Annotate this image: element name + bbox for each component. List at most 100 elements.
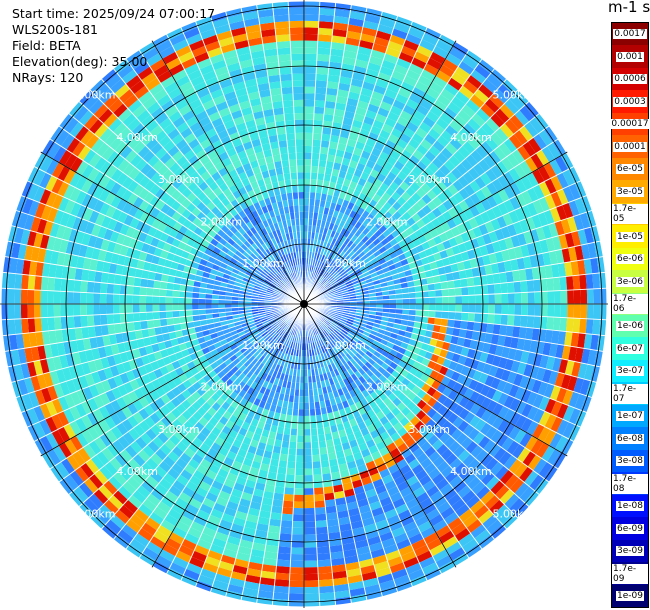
range-gate-cell	[421, 290, 429, 298]
range-gate-cell	[132, 183, 145, 197]
range-gate-cell	[288, 448, 297, 456]
range-gate-cell	[188, 327, 196, 335]
range-gate-cell	[95, 260, 105, 273]
range-gate-cell	[548, 370, 559, 386]
range-gate-cell	[470, 358, 480, 371]
range-gate-cell	[98, 419, 111, 434]
ray-separator	[194, 303, 305, 588]
range-gate-cell	[349, 242, 357, 251]
range-gate-cell	[71, 451, 86, 467]
range-gate-cell	[348, 17, 365, 27]
range-gate-cell	[172, 479, 186, 492]
range-gate-cell	[433, 362, 443, 373]
range-gate-cell	[327, 342, 333, 350]
range-gate-cell	[103, 480, 118, 495]
range-gate-cell	[203, 437, 215, 448]
range-gate-cell	[560, 373, 572, 390]
ray-separator	[303, 287, 607, 305]
range-gate-cell	[351, 174, 361, 184]
range-gate-cell	[304, 389, 309, 397]
range-gate-cell	[287, 319, 293, 326]
range-gate-cell	[362, 165, 373, 175]
range-gate-cell	[513, 129, 528, 146]
range-gate-cell	[350, 365, 358, 374]
range-gate-cell	[318, 572, 333, 581]
range-gate-cell	[304, 99, 315, 107]
range-gate-cell	[339, 331, 347, 338]
range-gate-cell	[40, 290, 48, 304]
range-gate-cell	[205, 491, 219, 503]
range-gate-cell	[435, 259, 444, 269]
range-gate-cell	[383, 220, 393, 230]
range-gate-cell	[88, 493, 104, 509]
range-gate-cell	[499, 469, 514, 485]
range-gate-cell	[469, 402, 481, 416]
range-gate-cell	[101, 447, 115, 462]
range-gate-cell	[125, 370, 136, 382]
range-gate-cell	[160, 203, 171, 215]
range-gate-cell	[352, 147, 364, 157]
range-gate-cell	[231, 307, 239, 312]
range-gate-cell	[240, 243, 249, 252]
range-gate-cell	[90, 138, 105, 154]
range-gate-cell	[160, 325, 169, 335]
range-gate-cell	[33, 304, 41, 319]
range-gate-cell	[480, 396, 492, 410]
range-gate-cell	[352, 245, 360, 253]
range-gate-cell	[318, 316, 325, 322]
range-gate-cell	[451, 71, 467, 86]
range-gate-cell	[26, 361, 37, 378]
range-gate-cell	[315, 267, 321, 274]
range-gate-cell	[165, 390, 177, 401]
range-gate-cell	[243, 581, 260, 591]
range-gate-cell	[366, 336, 375, 344]
range-gate-cell	[295, 455, 304, 463]
range-gate-cell	[331, 168, 340, 177]
range-gate-cell	[323, 264, 330, 271]
range-gate-cell	[346, 97, 359, 107]
range-gate-cell	[99, 504, 115, 520]
range-gate-cell	[304, 224, 309, 232]
range-gate-cell	[83, 94, 100, 111]
range-gate-cell	[81, 326, 90, 340]
range-gate-cell	[119, 145, 133, 159]
range-gate-cell	[168, 245, 178, 255]
range-gate-cell	[453, 203, 464, 216]
range-gate-cell	[367, 357, 376, 366]
range-gate-cell	[341, 273, 349, 279]
range-gate-cell	[440, 88, 455, 102]
range-gate-cell	[543, 429, 557, 446]
range-gate-cell	[45, 191, 58, 208]
range-gate-cell	[304, 455, 313, 463]
range-gate-cell	[532, 393, 544, 409]
range-gate-cell	[341, 441, 351, 451]
range-gate-cell	[494, 127, 509, 143]
range-gate-cell	[400, 165, 412, 177]
range-gate-cell	[422, 92, 437, 106]
range-gate-cell	[93, 103, 109, 119]
range-gate-cell	[218, 490, 231, 501]
range-gate-cell	[475, 340, 485, 352]
range-gate-cell	[180, 469, 193, 481]
range-gate-cell	[502, 381, 514, 396]
range-gate-cell	[247, 424, 257, 434]
range-gate-cell	[172, 290, 180, 298]
range-gate-cell	[504, 236, 514, 250]
range-gate-cell	[504, 118, 519, 135]
range-gate-cell	[564, 331, 573, 347]
range-gate-cell	[507, 304, 515, 316]
range-gate-cell	[395, 293, 403, 300]
range-gate-cell	[382, 308, 390, 313]
range-gate-cell	[324, 319, 331, 325]
range-gate-cell	[335, 312, 343, 317]
range-gate-cell	[182, 420, 194, 432]
range-gate-cell	[140, 432, 153, 446]
ray-separator	[303, 303, 483, 550]
range-gate-cell	[292, 408, 299, 416]
range-gate-cell	[392, 99, 406, 111]
range-gate-cell	[460, 436, 473, 450]
range-gate-cell	[389, 491, 403, 503]
range-gate-cell	[106, 240, 117, 253]
range-gate-cell	[132, 453, 146, 468]
range-gate-cell	[342, 245, 350, 253]
